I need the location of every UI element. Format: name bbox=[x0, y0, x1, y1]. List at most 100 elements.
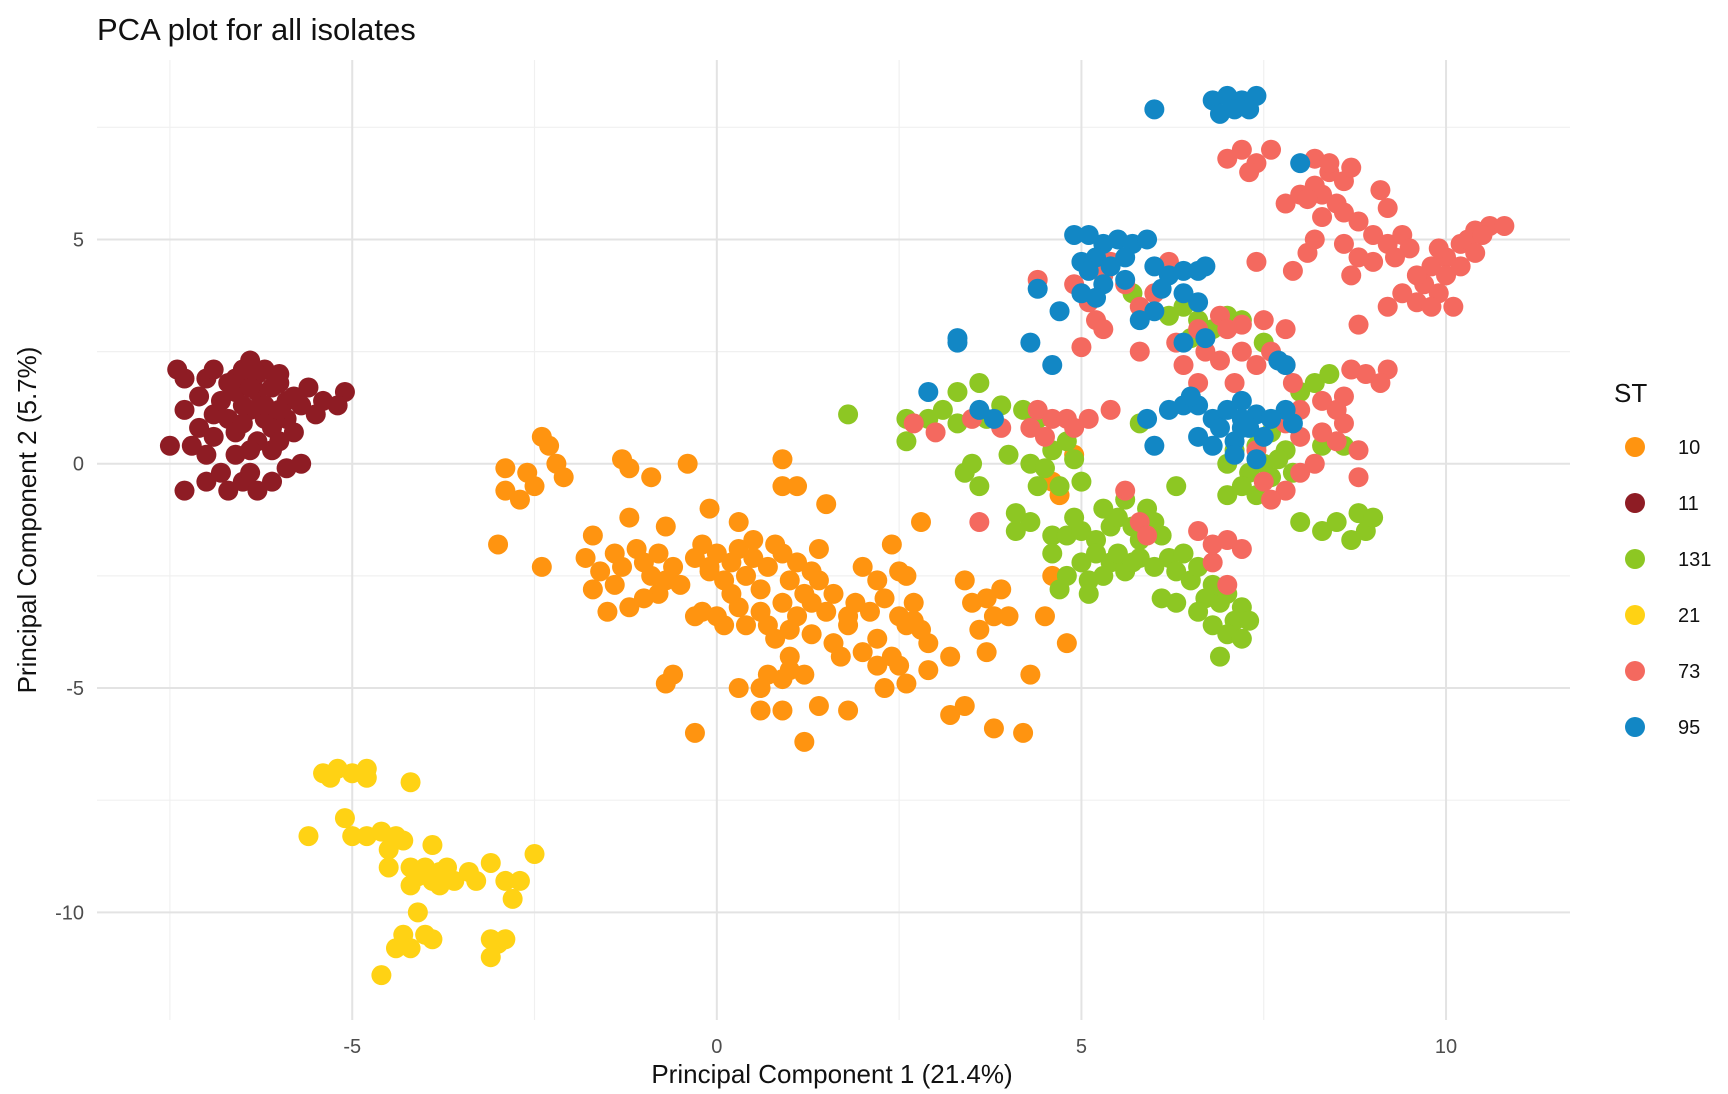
data-point bbox=[509, 870, 530, 891]
data-point bbox=[1195, 256, 1216, 277]
data-point bbox=[779, 646, 800, 667]
data-point bbox=[743, 530, 764, 550]
data-point bbox=[896, 673, 917, 694]
data-point bbox=[808, 538, 829, 559]
data-point bbox=[203, 426, 224, 447]
data-point bbox=[174, 480, 195, 501]
data-point bbox=[1217, 399, 1238, 420]
data-point bbox=[932, 399, 953, 420]
data-point bbox=[1188, 601, 1209, 622]
data-point bbox=[699, 556, 720, 577]
data-point bbox=[1217, 530, 1238, 550]
data-point bbox=[1253, 310, 1274, 331]
data-point bbox=[1275, 193, 1296, 214]
data-point bbox=[305, 404, 326, 425]
data-point bbox=[1013, 722, 1034, 743]
legend-swatch bbox=[1625, 437, 1645, 457]
data-point bbox=[1217, 319, 1238, 340]
legend-swatch bbox=[1625, 717, 1645, 737]
data-point bbox=[1253, 426, 1274, 447]
data-point bbox=[1268, 449, 1289, 470]
data-point bbox=[400, 875, 421, 896]
data-point bbox=[1078, 260, 1099, 281]
legend-swatch bbox=[1625, 549, 1645, 569]
data-point bbox=[1086, 287, 1107, 308]
data-point bbox=[808, 695, 829, 716]
data-point bbox=[196, 444, 217, 465]
data-point bbox=[750, 579, 771, 600]
data-point bbox=[692, 534, 713, 555]
data-point bbox=[801, 624, 822, 645]
data-point bbox=[1290, 512, 1311, 533]
data-point bbox=[1290, 153, 1311, 174]
data-point bbox=[1282, 260, 1303, 281]
data-point bbox=[539, 435, 560, 456]
grid-layer bbox=[97, 60, 1570, 1020]
data-point bbox=[181, 435, 202, 456]
data-point bbox=[998, 606, 1019, 627]
data-point bbox=[298, 826, 319, 847]
data-point bbox=[816, 494, 837, 515]
data-point bbox=[969, 399, 990, 420]
data-point bbox=[1209, 417, 1230, 438]
data-point bbox=[903, 610, 924, 631]
data-point bbox=[1042, 355, 1063, 376]
data-point bbox=[1064, 417, 1085, 438]
data-point bbox=[867, 570, 888, 591]
data-point bbox=[1115, 247, 1136, 268]
data-point bbox=[735, 565, 756, 586]
data-point bbox=[684, 722, 705, 743]
data-point bbox=[1129, 341, 1150, 362]
data-point bbox=[641, 467, 662, 488]
data-point bbox=[750, 700, 771, 721]
data-point bbox=[218, 372, 239, 393]
data-point bbox=[1290, 462, 1311, 483]
data-point bbox=[925, 422, 946, 443]
data-point bbox=[1231, 628, 1252, 649]
data-point bbox=[174, 399, 195, 420]
legend-item-95: 95 bbox=[1625, 717, 1700, 739]
data-point bbox=[655, 516, 676, 537]
data-point bbox=[940, 646, 961, 667]
data-point bbox=[1013, 399, 1034, 420]
x-tick-label: 0 bbox=[711, 1036, 722, 1058]
data-point bbox=[531, 556, 552, 577]
data-point bbox=[947, 328, 968, 349]
data-point bbox=[1173, 283, 1194, 304]
data-point bbox=[1180, 386, 1201, 407]
data-point bbox=[1348, 314, 1369, 335]
data-point bbox=[1151, 525, 1172, 546]
data-point bbox=[969, 476, 990, 497]
data-point bbox=[356, 767, 377, 788]
legend-swatch bbox=[1625, 661, 1645, 681]
data-point bbox=[1195, 328, 1216, 349]
data-point bbox=[1231, 538, 1252, 559]
data-point bbox=[298, 377, 319, 398]
data-point bbox=[1465, 242, 1486, 263]
legend-label: 21 bbox=[1678, 605, 1700, 627]
data-point bbox=[269, 399, 290, 420]
data-point bbox=[1034, 458, 1055, 479]
data-point bbox=[867, 655, 888, 676]
data-point bbox=[1319, 364, 1340, 385]
data-point bbox=[619, 507, 640, 528]
data-point bbox=[495, 929, 516, 950]
data-point bbox=[1333, 413, 1354, 434]
data-point bbox=[1363, 224, 1384, 245]
data-point bbox=[575, 547, 596, 568]
data-point bbox=[735, 615, 756, 636]
data-point bbox=[1086, 543, 1107, 564]
legend-label: 10 bbox=[1678, 437, 1700, 459]
data-point bbox=[830, 646, 851, 667]
data-point bbox=[1333, 233, 1354, 254]
series-10 bbox=[488, 426, 1085, 752]
data-point bbox=[779, 619, 800, 640]
data-point bbox=[1282, 413, 1303, 434]
data-point bbox=[283, 422, 304, 443]
data-point bbox=[1071, 337, 1092, 358]
data-point bbox=[692, 601, 713, 622]
data-point bbox=[816, 601, 837, 622]
data-point bbox=[728, 512, 749, 533]
data-point bbox=[1348, 247, 1369, 268]
data-point bbox=[232, 359, 253, 380]
